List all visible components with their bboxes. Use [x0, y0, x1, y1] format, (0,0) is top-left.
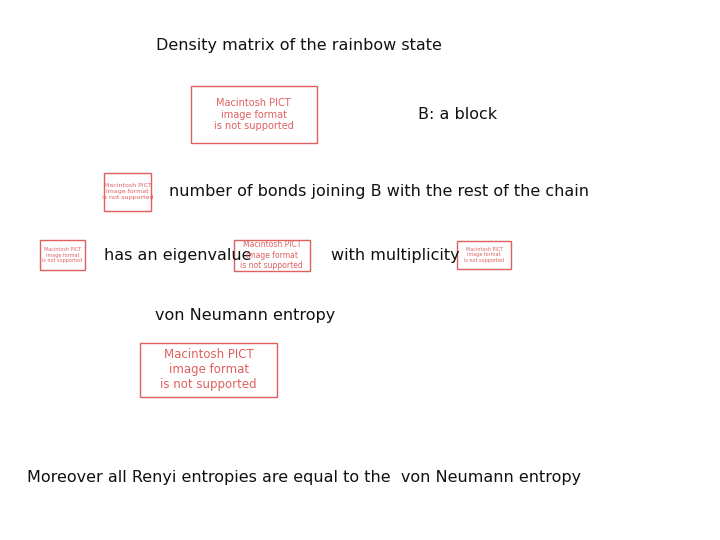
- Text: Density matrix of the rainbow state: Density matrix of the rainbow state: [156, 38, 442, 53]
- Text: with multiplicity: with multiplicity: [331, 248, 460, 263]
- FancyBboxPatch shape: [40, 240, 85, 270]
- Text: Macintosh PICT
image format
is not supported: Macintosh PICT image format is not suppo…: [102, 184, 153, 200]
- Text: B: a block: B: a block: [418, 107, 497, 122]
- Text: Macintosh PICT
image format
is not supported: Macintosh PICT image format is not suppo…: [464, 247, 504, 263]
- Text: Macintosh PICT
image format
is not supported: Macintosh PICT image format is not suppo…: [214, 98, 294, 131]
- Text: Macintosh PICT
image format
is not supported: Macintosh PICT image format is not suppo…: [161, 348, 257, 392]
- FancyBboxPatch shape: [140, 343, 277, 397]
- Text: von Neumann entropy: von Neumann entropy: [155, 308, 335, 323]
- Text: Macintosh PICT
image format
is not supported: Macintosh PICT image format is not suppo…: [42, 247, 82, 264]
- FancyBboxPatch shape: [104, 173, 151, 211]
- FancyBboxPatch shape: [234, 240, 310, 271]
- FancyBboxPatch shape: [457, 241, 511, 269]
- Text: Macintosh PICT
image format
is not supported: Macintosh PICT image format is not suppo…: [240, 240, 303, 270]
- FancyBboxPatch shape: [191, 86, 317, 143]
- Text: Moreover all Renyi entropies are equal to the  von Neumann entropy: Moreover all Renyi entropies are equal t…: [27, 470, 582, 485]
- Text: number of bonds joining B with the rest of the chain: number of bonds joining B with the rest …: [169, 184, 589, 199]
- Text: has an eigenvalue: has an eigenvalue: [104, 248, 252, 263]
